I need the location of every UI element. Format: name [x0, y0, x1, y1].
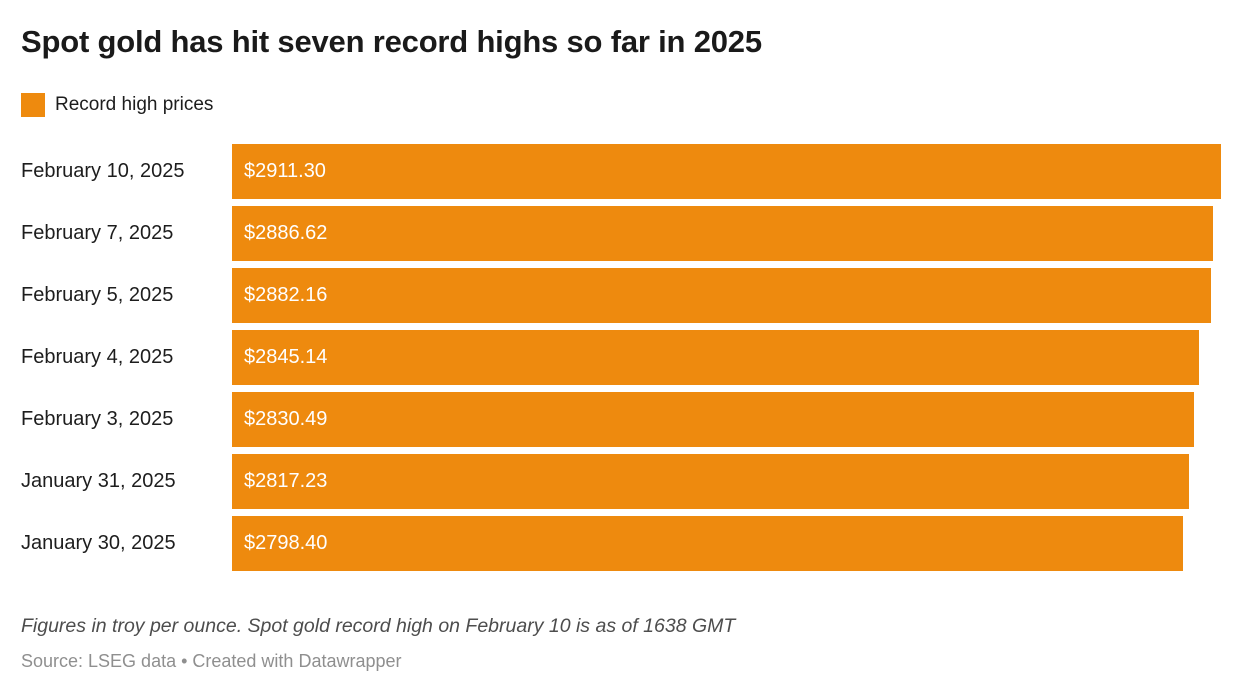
bar-value-label: $2830.49 [244, 408, 328, 431]
bar-value-label: $2911.30 [244, 160, 326, 183]
legend: Record high prices [21, 93, 1221, 118]
bar: $2830.49 [232, 392, 1194, 448]
bar-chart: February 10, 2025 $2911.30 February 7, 202… [21, 144, 1221, 572]
chart-title: Spot gold has hit seven record highs so … [21, 24, 762, 59]
legend-swatch-icon [21, 93, 45, 118]
bar: $2886.62 [232, 206, 1213, 262]
bar-value-label: $2882.16 [244, 284, 328, 307]
bar-track: $2886.62 [232, 206, 1221, 262]
bar-value-label: $2798.40 [244, 532, 328, 555]
bar-row: February 4, 2025 $2845.14 [21, 330, 1221, 386]
category-label: January 31, 2025 [21, 470, 176, 493]
bar-row: January 30, 2025 $2798.40 [21, 516, 1221, 572]
bar-row: January 31, 2025 $2817.23 [21, 454, 1221, 510]
category-label: January 30, 2025 [21, 532, 176, 555]
bar: $2882.16 [232, 268, 1212, 324]
bar-row: February 7, 2025 $2886.62 [21, 206, 1221, 262]
category-label: February 7, 2025 [21, 222, 174, 245]
bar: $2911.30 [232, 144, 1221, 200]
bar-track: $2845.14 [232, 330, 1221, 386]
category-label: February 10, 2025 [21, 160, 185, 183]
bar-track: $2882.16 [232, 268, 1221, 324]
category-label: February 3, 2025 [21, 408, 174, 431]
chart-source: Source: LSEG data • Created with Datawra… [21, 650, 402, 671]
bar: $2798.40 [232, 516, 1183, 572]
legend-label: Record high prices [55, 94, 214, 116]
bar-track: $2830.49 [232, 392, 1221, 448]
chart-note: Figures in troy per ounce. Spot gold rec… [21, 615, 736, 638]
category-label: February 4, 2025 [21, 346, 174, 369]
bar-value-label: $2886.62 [244, 222, 328, 245]
bar-row: February 5, 2025 $2882.16 [21, 268, 1221, 324]
bar: $2817.23 [232, 454, 1190, 510]
category-label: February 5, 2025 [21, 284, 174, 307]
bar-row: February 3, 2025 $2830.49 [21, 392, 1221, 448]
bar-row: February 10, 2025 $2911.30 [21, 144, 1221, 200]
bar-track: $2798.40 [232, 516, 1221, 572]
bar-value-label: $2817.23 [244, 470, 328, 493]
bar-track: $2911.30 [232, 144, 1221, 200]
bar: $2845.14 [232, 330, 1199, 386]
bar-track: $2817.23 [232, 454, 1221, 510]
bar-value-label: $2845.14 [244, 346, 328, 369]
